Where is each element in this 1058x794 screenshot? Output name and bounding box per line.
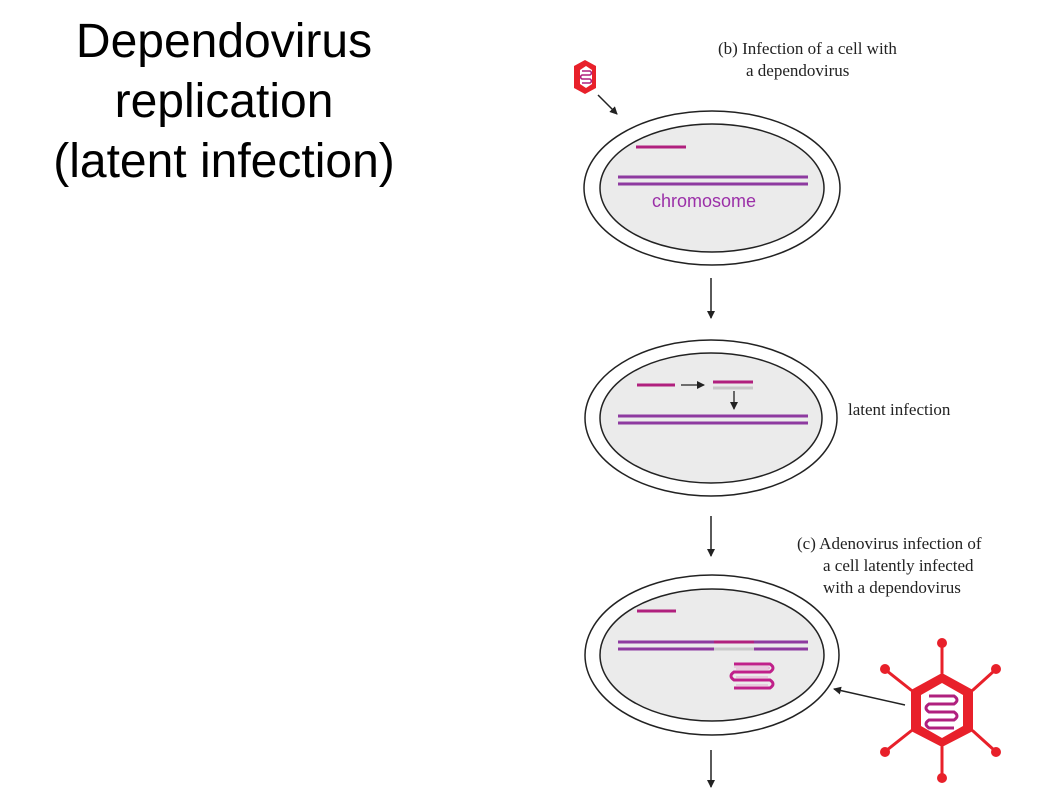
panel-b-caption-line-1: (b) Infection of a cell with (718, 39, 897, 58)
slide-title: Dependovirus replication (latent infecti… (0, 12, 448, 192)
virus-entry-arrow (597, 94, 618, 115)
dependovirus-particle-icon (574, 60, 596, 94)
title-line-3: (latent infection) (53, 135, 395, 188)
cell-initial-infection: chromosome (583, 110, 841, 266)
adenovirus-entry-arrow (833, 686, 906, 706)
adenovirus-particle-icon (880, 638, 1001, 783)
cell-adenovirus-coinfection (584, 574, 840, 736)
title-line-1: Dependovirus (75, 15, 373, 68)
cell-latent-infection (584, 339, 838, 497)
chromosome-label: chromosome (652, 191, 756, 211)
title-line-2: replication (114, 75, 334, 128)
panel-c-caption-line-1: (c) Adenovirus infection of (797, 534, 982, 553)
latent-infection-label: latent infection (848, 400, 951, 419)
replicating-viral-dna (729, 662, 775, 690)
panel-c-caption-line-3: with a dependovirus (823, 578, 961, 597)
panel-b-caption-line-2: a dependovirus (746, 61, 849, 80)
panel-c-caption-line-2: a cell latently infected (823, 556, 974, 575)
